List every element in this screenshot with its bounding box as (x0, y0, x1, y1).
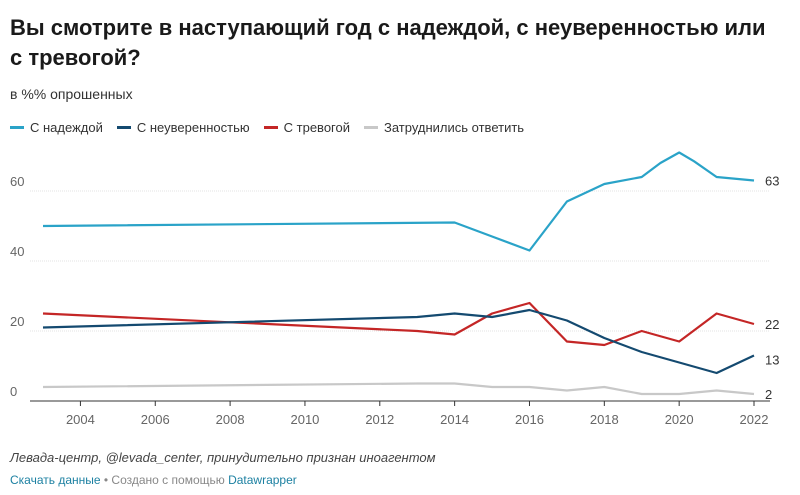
y-tick-label: 0 (10, 384, 17, 399)
series-line (42, 382, 755, 396)
x-tick-label: 2020 (665, 412, 694, 427)
legend-swatch (116, 126, 131, 129)
footer-links: Скачать данные • Создано с помощью Dataw… (10, 473, 297, 487)
x-tick-label: 2012 (365, 412, 394, 427)
x-tick-label: 2010 (290, 412, 319, 427)
y-tick-label: 40 (10, 244, 24, 259)
chart-title: Вы смотрите в наступающий год с надеждой… (10, 15, 766, 70)
legend-item: С тревогой (263, 120, 350, 135)
legend-item: С неуверенностью (116, 120, 250, 135)
line-chart: 0 20 40 60 2004 2006 2008 2010 2012 2014 2016 2018 2… (10, 151, 779, 427)
legend-swatch (10, 126, 24, 129)
legend-swatch (263, 126, 278, 129)
series-line (42, 308, 755, 375)
legend-item: С надеждой (10, 120, 103, 135)
legend-label: С надеждой (30, 120, 103, 135)
x-tick-label: 2014 (440, 412, 469, 427)
legend-swatch (364, 126, 378, 129)
x-tick-label: 2006 (141, 412, 170, 427)
chart-subtitle: в %% опрошенных (10, 86, 133, 102)
x-tick-label: 2016 (515, 412, 544, 427)
legend-label: С тревогой (283, 120, 350, 135)
series-end-label: 63 (765, 174, 779, 189)
datawrapper-link[interactable]: Datawrapper (228, 473, 297, 487)
series-end-label: 13 (765, 353, 779, 368)
x-tick-label: 2008 (216, 412, 245, 427)
y-tick-label: 20 (10, 314, 24, 329)
x-tick-label: 2022 (740, 412, 769, 427)
series-line (42, 301, 755, 347)
y-tick-label: 60 (10, 174, 24, 189)
created-with-text: • Создано с помощью (100, 473, 229, 487)
download-data-link[interactable]: Скачать данные (10, 473, 101, 487)
legend-label: Затруднились ответить (384, 120, 525, 135)
series-end-label: 2 (765, 387, 772, 402)
chart-legend: С надеждой С неуверенностью С тревогой Затр… (10, 120, 538, 135)
legend-label: С неуверенностью (136, 120, 250, 135)
x-tick-label: 2004 (66, 412, 95, 427)
series-line (42, 151, 755, 252)
x-tick-label: 2018 (590, 412, 619, 427)
source-note: Левада-центр, @levada_center, принудител… (10, 450, 436, 465)
legend-item: Затруднились ответить (364, 120, 524, 135)
series-end-label: 22 (765, 317, 779, 332)
